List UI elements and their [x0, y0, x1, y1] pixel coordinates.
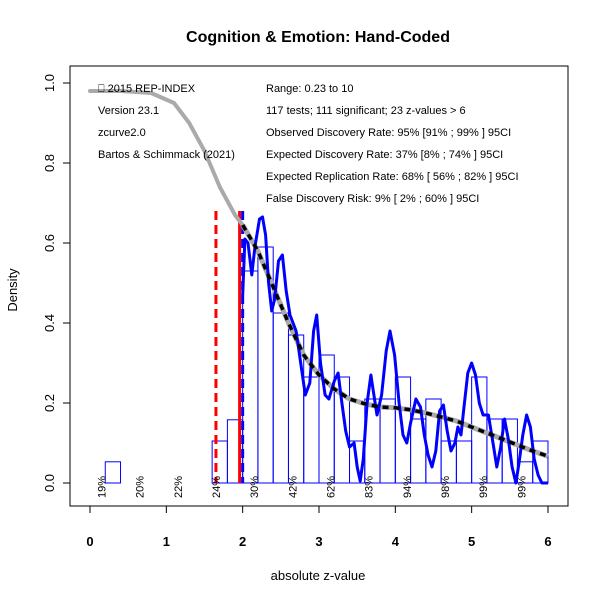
- power-label: 22%: [173, 476, 185, 498]
- curves: [88, 89, 549, 485]
- power-label: 98%: [440, 476, 452, 498]
- x-tick-label: 6: [544, 534, 551, 549]
- power-label: 99%: [516, 476, 528, 498]
- y-tick-label: 0.8: [42, 154, 57, 172]
- x-axis-title: absolute z-value: [271, 568, 366, 583]
- y-tick-label: 0.0: [42, 474, 57, 492]
- histogram-bar: [242, 270, 259, 484]
- annotation-right-line: Range: 0.23 to 10: [266, 83, 353, 95]
- y-axis-title: Density: [5, 268, 20, 312]
- power-label: 30%: [249, 476, 261, 498]
- power-label: 24%: [211, 476, 223, 498]
- histogram-bar: [287, 334, 305, 484]
- histogram-bar: [104, 461, 122, 484]
- x-tick-label: 2: [239, 534, 246, 549]
- power-label: 99%: [478, 476, 490, 498]
- y-tick-label: 0.6: [42, 234, 57, 252]
- model-curve-gray: [88, 89, 245, 227]
- annotation-right-line: False Discovery Risk: 9% [ 2% ; 60% ] 95…: [266, 193, 479, 205]
- power-label: 42%: [287, 476, 299, 498]
- power-label: 62%: [325, 476, 337, 498]
- histogram-bar: [379, 398, 396, 484]
- annotation-left-line: ⎕ 2015 REP-INDEX: [98, 83, 196, 95]
- x-tick-label: 1: [163, 534, 170, 549]
- power-label: 20%: [135, 476, 147, 498]
- critical-lines: [214, 211, 245, 483]
- annotation-right-line: 117 tests; 111 significant; 23 z-values …: [266, 105, 466, 117]
- x-tick-label: 5: [468, 534, 475, 549]
- chart-title: Cognition & Emotion: Hand-Coded: [186, 29, 450, 46]
- annotation-right-line: Observed Discovery Rate: 95% [91% ; 99% …: [266, 127, 511, 139]
- x-tick-label: 0: [86, 534, 93, 549]
- model-curve-dashed: [241, 224, 549, 458]
- y-axis: 0.0 0.2 0.4 0.6 0.8 1.0: [42, 74, 71, 492]
- annotation-right-line: Expected Discovery Rate: 37% [8% ; 74% ]…: [266, 149, 503, 161]
- y-tick-label: 1.0: [42, 74, 57, 92]
- histogram-bar: [272, 312, 289, 484]
- histogram-bar: [333, 376, 351, 484]
- x-tick-label: 4: [392, 534, 400, 549]
- power-labels: 19% 20% 22% 24% 30% 42% 62% 83% 94% 98% 99% 99%: [96, 476, 528, 498]
- power-label: 19%: [96, 476, 108, 498]
- x-tick-label: 3: [315, 534, 322, 549]
- power-label: 94%: [402, 476, 414, 498]
- annotation-left: ⎕ 2015 REP-INDEX Version 23.1 zcurve2.0 …: [98, 83, 235, 161]
- annotation-left-line: Version 23.1: [98, 105, 159, 117]
- histogram-bar: [455, 440, 473, 484]
- density-curve: [241, 215, 548, 485]
- x-axis: 0 1 2 3 4 5 6: [86, 505, 552, 549]
- annotation-right-line: Expected Replication Rate: 68% [ 56% ; 8…: [266, 171, 519, 183]
- annotation-right: Range: 0.23 to 10 117 tests; 111 signifi…: [266, 83, 519, 205]
- histogram-bar: [501, 418, 518, 484]
- annotation-left-line: zcurve2.0: [98, 127, 146, 139]
- power-label: 83%: [364, 476, 376, 498]
- histogram-bars: [104, 246, 549, 484]
- y-tick-label: 0.2: [42, 394, 57, 412]
- y-tick-label: 0.4: [42, 314, 57, 332]
- annotation-left-line: Bartos & Schimmack (2021): [98, 149, 235, 161]
